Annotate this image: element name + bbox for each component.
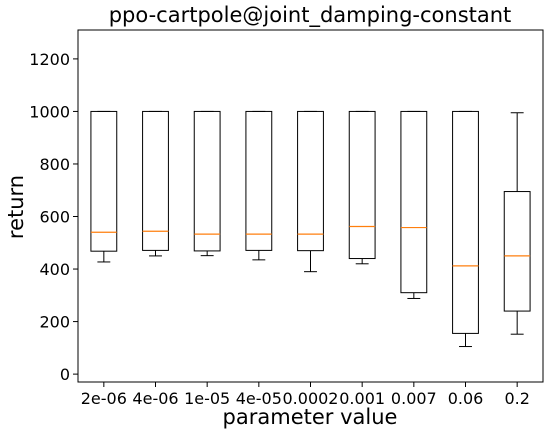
y-tick-label: 400 — [39, 260, 70, 279]
y-tick-label: 0 — [60, 365, 70, 384]
x-axis: 2e-06 4e-06 1e-05 4e-05 0.0002 0.001 0.007 0.06… — [81, 382, 530, 408]
box-6 — [348, 110, 376, 265]
y-axis-label: return — [4, 175, 28, 239]
x-tick-label: 4e-05 — [236, 389, 282, 408]
y-axis: 0 200 400 600 800 1000 1200 — [29, 50, 78, 384]
box-body — [400, 110, 428, 294]
box-2 — [142, 110, 169, 257]
x-axis-label: parameter value — [223, 405, 398, 429]
x-tick-label: 0.2 — [504, 389, 529, 408]
y-tick-label: 600 — [39, 208, 70, 227]
y-tick-label: 1200 — [29, 50, 70, 69]
plot-area — [77, 29, 544, 383]
plot-frame — [77, 29, 544, 383]
x-tick-label: 4e-06 — [132, 389, 178, 408]
box-body — [503, 191, 531, 312]
y-tick-label: 1000 — [29, 102, 70, 121]
x-tick-label: 0.0002 — [283, 389, 339, 408]
y-tick-label: 200 — [39, 313, 70, 332]
box-body — [193, 110, 221, 252]
y-tick-label: 800 — [39, 155, 70, 174]
box-body — [452, 110, 479, 334]
box-7 — [400, 110, 428, 299]
x-tick-label: 1e-05 — [184, 389, 230, 408]
box-4 — [245, 110, 273, 261]
box-3 — [193, 110, 221, 257]
x-tick-label: 0.007 — [391, 389, 437, 408]
x-tick-label: 0.06 — [448, 389, 484, 408]
box-9 — [503, 112, 531, 335]
box-8 — [452, 110, 479, 348]
box-body — [245, 110, 273, 251]
box-body — [297, 110, 324, 252]
box-5 — [297, 110, 324, 273]
x-tick-label: 0.001 — [339, 389, 385, 408]
x-tick-label: 2e-06 — [81, 389, 127, 408]
chart-title: ppo-cartpole@joint_damping-constant — [109, 3, 512, 28]
box-1 — [90, 110, 118, 263]
box-body — [142, 110, 169, 251]
box-body — [90, 110, 118, 252]
box-body — [348, 110, 376, 260]
